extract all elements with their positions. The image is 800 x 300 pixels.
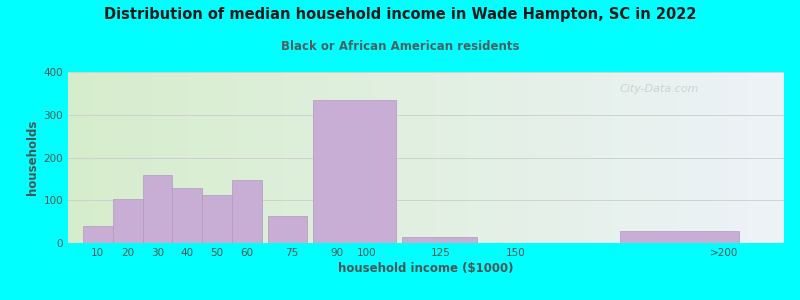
Bar	[402, 237, 477, 243]
Bar	[620, 231, 739, 243]
X-axis label: household income ($1000): household income ($1000)	[338, 262, 514, 275]
Bar	[142, 175, 173, 243]
Bar	[83, 226, 113, 243]
Y-axis label: households: households	[26, 120, 39, 195]
Bar	[232, 180, 262, 243]
Bar	[113, 199, 142, 243]
Bar	[268, 216, 306, 243]
Text: City-Data.com: City-Data.com	[619, 84, 699, 94]
Bar	[173, 188, 202, 243]
Text: Distribution of median household income in Wade Hampton, SC in 2022: Distribution of median household income …	[104, 8, 696, 22]
Bar	[202, 195, 232, 243]
Text: Black or African American residents: Black or African American residents	[281, 40, 519, 53]
Bar	[313, 100, 396, 243]
